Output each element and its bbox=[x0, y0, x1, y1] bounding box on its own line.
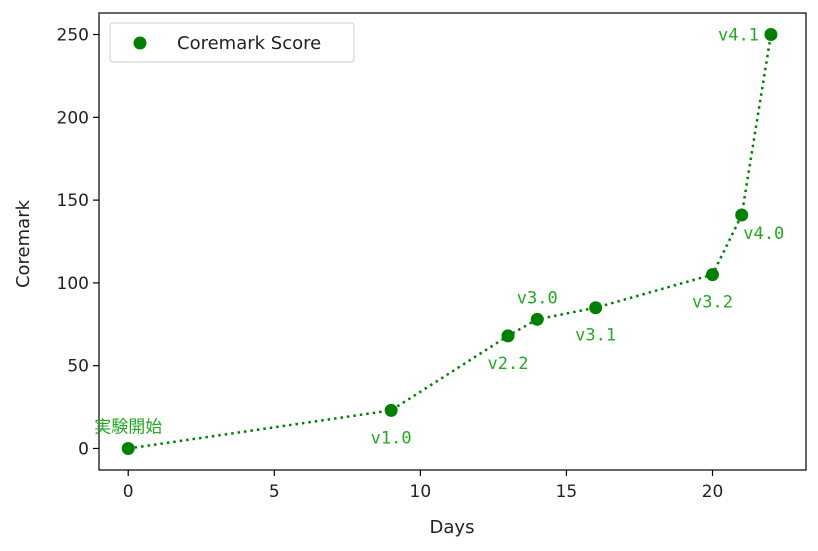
legend-label: Coremark Score bbox=[177, 33, 321, 54]
data-point bbox=[530, 312, 544, 326]
data-point-label: v1.0 bbox=[371, 428, 412, 448]
x-tick-label: 0 bbox=[123, 482, 134, 502]
legend: Coremark Score bbox=[109, 22, 355, 63]
y-axis: 0 50 100 150 200 250 bbox=[57, 26, 99, 459]
data-point-label: v3.1 bbox=[575, 326, 616, 346]
data-point bbox=[589, 301, 603, 315]
data-point bbox=[706, 268, 720, 282]
data-point-label: v4.0 bbox=[743, 224, 784, 244]
legend-marker bbox=[133, 36, 147, 50]
legend-box bbox=[109, 22, 355, 63]
y-tick-label: 250 bbox=[57, 26, 89, 46]
data-point bbox=[735, 208, 749, 222]
y-tick-label: 50 bbox=[67, 357, 89, 377]
y-tick-label: 200 bbox=[57, 108, 89, 128]
y-axis-label: Coremark bbox=[13, 199, 34, 288]
data-point bbox=[121, 441, 135, 455]
data-point-label: v2.2 bbox=[488, 354, 529, 374]
data-point-label: v3.0 bbox=[517, 288, 558, 308]
x-axis: 0 5 10 15 20 bbox=[123, 470, 724, 502]
x-tick-label: 20 bbox=[702, 482, 724, 502]
x-axis-label: Days bbox=[430, 517, 475, 538]
data-point-label: v4.1 bbox=[718, 26, 759, 46]
data-point-label: 実験開始 bbox=[94, 417, 162, 437]
y-tick-label: 0 bbox=[78, 439, 89, 459]
data-point-label: v3.2 bbox=[692, 293, 733, 313]
x-tick-label: 5 bbox=[269, 482, 280, 502]
data-point bbox=[501, 329, 515, 343]
data-point bbox=[384, 403, 398, 417]
plot-frame bbox=[98, 12, 807, 471]
points-layer bbox=[121, 28, 778, 455]
x-tick-label: 10 bbox=[410, 482, 432, 502]
x-tick-label: 15 bbox=[556, 482, 578, 502]
point-labels-layer: 実験開始 v1.0 v2.2 v3.0 v3.1 v3.2 v4.0 v4.1 bbox=[94, 26, 784, 449]
data-point bbox=[764, 28, 778, 42]
y-tick-label: 100 bbox=[57, 274, 89, 294]
y-tick-label: 150 bbox=[57, 191, 89, 211]
